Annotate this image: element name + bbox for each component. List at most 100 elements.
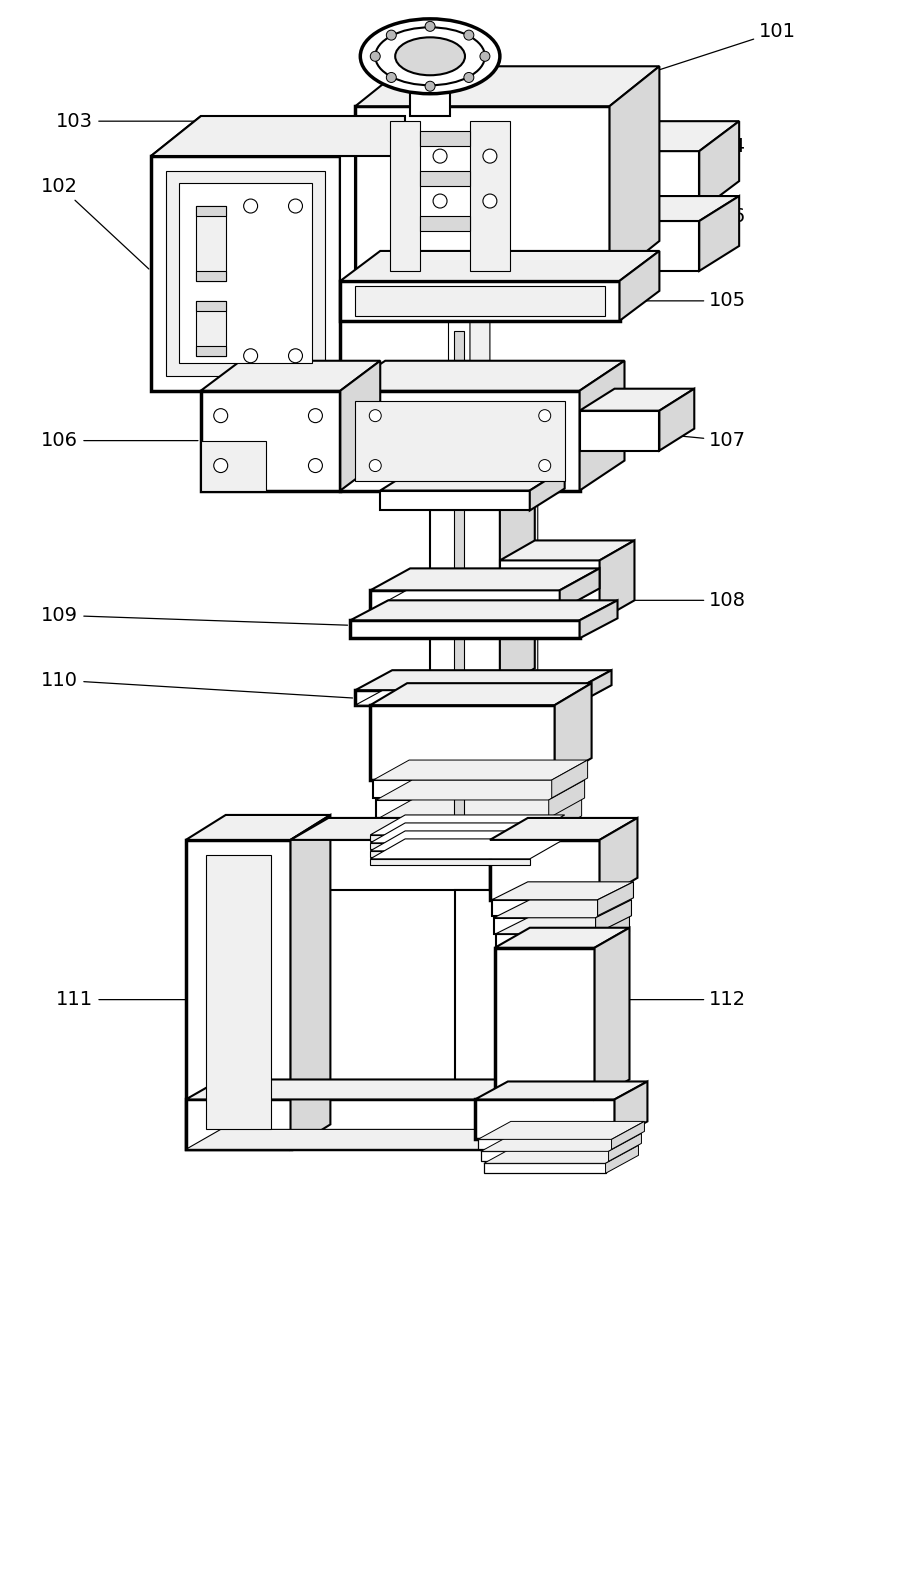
Circle shape (386, 30, 396, 41)
Polygon shape (529, 468, 564, 511)
Polygon shape (699, 121, 739, 211)
Polygon shape (370, 706, 555, 780)
Polygon shape (370, 569, 599, 591)
Text: 102: 102 (41, 176, 149, 269)
Polygon shape (373, 780, 551, 799)
Polygon shape (580, 388, 694, 410)
Text: 107: 107 (628, 431, 746, 450)
Polygon shape (580, 410, 660, 451)
Polygon shape (370, 684, 592, 706)
Polygon shape (410, 90, 450, 116)
Polygon shape (200, 391, 340, 490)
Polygon shape (186, 814, 331, 839)
Text: 108: 108 (602, 591, 746, 610)
Polygon shape (500, 618, 535, 690)
Polygon shape (454, 330, 464, 835)
Polygon shape (484, 1163, 606, 1173)
Polygon shape (376, 780, 584, 800)
Text: 109: 109 (41, 605, 347, 626)
Polygon shape (370, 814, 564, 835)
Polygon shape (391, 121, 420, 270)
Polygon shape (380, 799, 582, 817)
Polygon shape (470, 121, 510, 270)
Circle shape (214, 409, 228, 423)
Polygon shape (455, 890, 539, 1099)
Circle shape (289, 349, 302, 363)
Polygon shape (370, 591, 560, 610)
Polygon shape (599, 541, 634, 621)
Text: 105: 105 (622, 291, 746, 310)
Polygon shape (495, 927, 630, 948)
Circle shape (386, 72, 396, 82)
Polygon shape (356, 401, 564, 481)
Polygon shape (580, 601, 618, 638)
Text: 101: 101 (642, 22, 796, 75)
Polygon shape (370, 835, 529, 841)
Polygon shape (196, 206, 226, 281)
Polygon shape (370, 858, 529, 865)
Polygon shape (609, 222, 699, 270)
Text: 110: 110 (41, 671, 353, 698)
Polygon shape (495, 948, 595, 1099)
Ellipse shape (360, 19, 500, 94)
Polygon shape (580, 360, 625, 490)
Ellipse shape (375, 27, 485, 85)
Polygon shape (373, 759, 587, 780)
Polygon shape (546, 799, 582, 836)
Polygon shape (660, 388, 694, 451)
Polygon shape (448, 321, 470, 839)
Polygon shape (340, 391, 580, 490)
Circle shape (309, 459, 323, 473)
Polygon shape (535, 1080, 570, 1149)
Text: 111: 111 (56, 990, 228, 1009)
Polygon shape (494, 899, 631, 918)
Circle shape (370, 52, 380, 61)
Polygon shape (370, 588, 599, 610)
Polygon shape (340, 360, 380, 490)
Polygon shape (356, 107, 609, 281)
Circle shape (425, 82, 435, 91)
Circle shape (244, 349, 257, 363)
Polygon shape (609, 66, 660, 281)
Text: 103: 103 (56, 112, 198, 130)
Text: 112: 112 (610, 990, 746, 1009)
Polygon shape (290, 817, 528, 839)
Polygon shape (166, 171, 325, 376)
Polygon shape (196, 270, 226, 281)
Polygon shape (370, 822, 564, 843)
Polygon shape (599, 817, 638, 899)
Polygon shape (420, 171, 470, 185)
Polygon shape (490, 839, 599, 899)
Polygon shape (496, 916, 630, 934)
Circle shape (482, 149, 497, 163)
Polygon shape (340, 360, 625, 391)
Polygon shape (609, 196, 739, 222)
Circle shape (369, 459, 381, 472)
Polygon shape (481, 1133, 641, 1151)
Text: 106: 106 (41, 431, 198, 450)
Polygon shape (186, 1099, 535, 1149)
Circle shape (309, 409, 323, 423)
Circle shape (369, 410, 381, 421)
Polygon shape (606, 1146, 639, 1173)
Polygon shape (206, 855, 270, 1129)
Polygon shape (420, 130, 470, 146)
Polygon shape (470, 308, 490, 839)
Polygon shape (615, 1082, 647, 1140)
Polygon shape (290, 814, 331, 1149)
Polygon shape (494, 918, 596, 934)
Polygon shape (596, 899, 631, 934)
Polygon shape (380, 490, 529, 511)
Circle shape (244, 200, 257, 214)
Polygon shape (196, 206, 226, 215)
Polygon shape (380, 468, 564, 490)
Polygon shape (376, 800, 549, 817)
Polygon shape (430, 638, 500, 690)
Polygon shape (478, 1140, 611, 1149)
Polygon shape (539, 868, 574, 1099)
Polygon shape (356, 66, 660, 107)
Polygon shape (609, 151, 699, 211)
Circle shape (289, 200, 302, 214)
Polygon shape (179, 182, 312, 363)
Polygon shape (186, 839, 290, 1149)
